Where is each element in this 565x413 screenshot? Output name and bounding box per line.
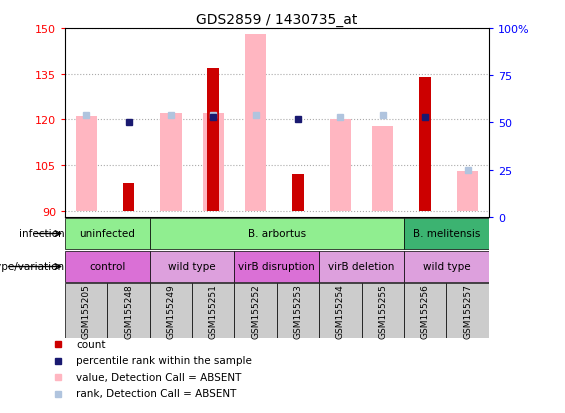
Text: GSM155252: GSM155252 (251, 283, 260, 338)
Text: genotype/variation: genotype/variation (0, 262, 65, 272)
Text: count: count (76, 339, 106, 349)
Text: wild type: wild type (423, 262, 470, 272)
Bar (150, 283, 192, 338)
Bar (76, 117, 97, 211)
Text: uninfected: uninfected (80, 229, 135, 239)
Bar (404, 251, 489, 282)
Bar (330, 120, 351, 211)
Bar (150, 218, 404, 250)
Text: GSM155251: GSM155251 (209, 283, 218, 338)
Text: infection: infection (19, 229, 65, 239)
Bar (419, 78, 431, 211)
Bar (107, 283, 150, 338)
Text: control: control (89, 262, 125, 272)
Bar (319, 283, 362, 338)
Bar (245, 35, 266, 211)
Bar (65, 218, 150, 250)
Text: GSM155255: GSM155255 (379, 283, 387, 338)
Bar (65, 251, 150, 282)
Bar (207, 69, 219, 211)
Text: B. arbortus: B. arbortus (248, 229, 306, 239)
Text: rank, Detection Call = ABSENT: rank, Detection Call = ABSENT (76, 389, 236, 399)
Bar (362, 283, 404, 338)
Bar (319, 251, 404, 282)
Text: GSM155257: GSM155257 (463, 283, 472, 338)
Bar (160, 114, 181, 211)
Text: wild type: wild type (168, 262, 216, 272)
Bar (292, 175, 304, 211)
Text: virB deletion: virB deletion (328, 262, 395, 272)
Bar (123, 184, 134, 211)
Text: GSM155253: GSM155253 (294, 283, 302, 338)
Bar (234, 251, 319, 282)
Bar (203, 114, 224, 211)
Title: GDS2859 / 1430735_at: GDS2859 / 1430735_at (196, 12, 358, 26)
Text: GSM155254: GSM155254 (336, 283, 345, 338)
Text: GSM155205: GSM155205 (82, 283, 90, 338)
Bar (65, 283, 107, 338)
Text: value, Detection Call = ABSENT: value, Detection Call = ABSENT (76, 372, 241, 382)
Text: GSM155249: GSM155249 (167, 283, 175, 338)
Bar (404, 283, 446, 338)
Text: percentile rank within the sample: percentile rank within the sample (76, 356, 252, 366)
Text: virB disruption: virB disruption (238, 262, 315, 272)
Bar (404, 218, 489, 250)
Bar (446, 283, 489, 338)
Text: GSM155256: GSM155256 (421, 283, 429, 338)
Text: GSM155248: GSM155248 (124, 283, 133, 338)
Bar (372, 126, 393, 211)
Bar (457, 172, 478, 211)
Bar (234, 283, 277, 338)
Bar (277, 283, 319, 338)
Text: B. melitensis: B. melitensis (412, 229, 480, 239)
Bar (192, 283, 234, 338)
Bar (150, 251, 234, 282)
